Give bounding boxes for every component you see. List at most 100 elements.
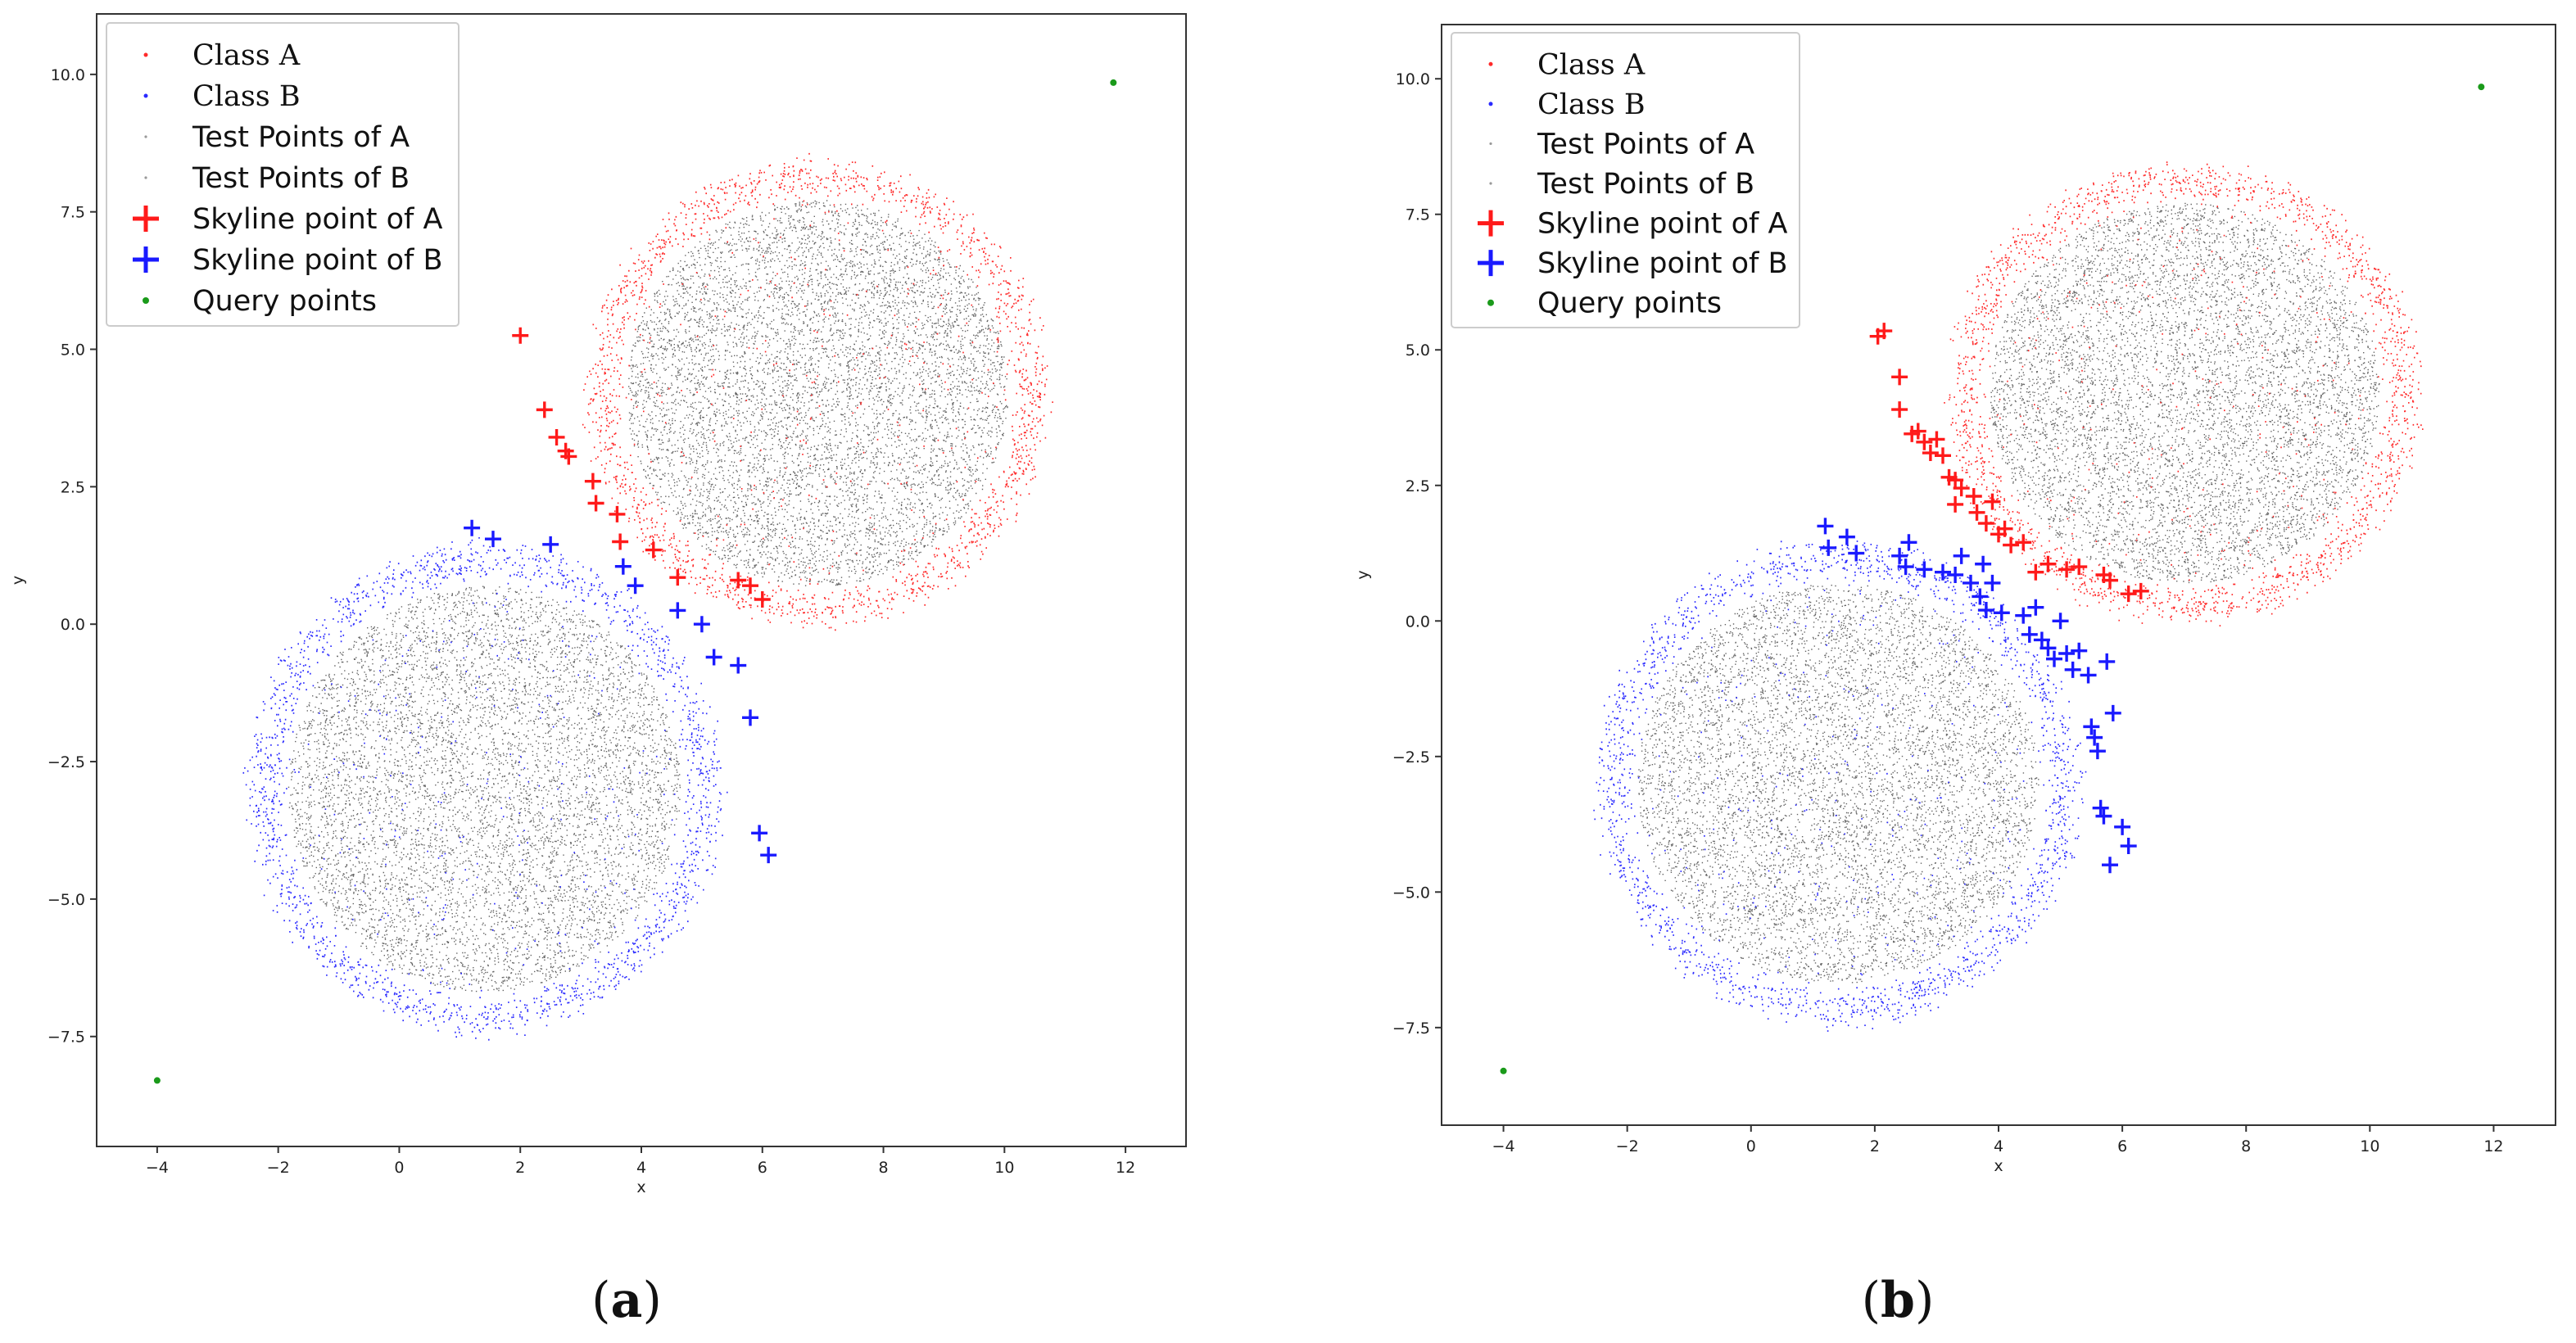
y-axis-label: y <box>9 576 27 585</box>
skyline-point-a <box>2120 586 2137 603</box>
skyline-point-b <box>1817 518 1834 535</box>
legend-marker-skyline-a <box>133 206 159 232</box>
skyline-point-b <box>1848 545 1865 562</box>
skyline-point-a <box>2132 582 2149 599</box>
skyline-point-b <box>2083 718 2100 735</box>
skyline-point-a <box>2102 572 2118 589</box>
skyline-point-b <box>693 616 710 633</box>
x-tick-label: −2 <box>267 1159 290 1177</box>
skyline-point-b <box>2102 857 2118 874</box>
x-tick-label: 10 <box>994 1159 1014 1177</box>
legend-label: Class A <box>1537 48 1646 81</box>
skyline-point-a <box>1891 369 1908 386</box>
legend-marker-skyline-a <box>1478 210 1504 237</box>
skyline-point-a <box>1996 520 2013 537</box>
skyline-point-a <box>584 473 601 490</box>
skyline-point-a <box>2040 555 2057 572</box>
legend-marker <box>1488 102 1493 106</box>
skyline-point-a <box>512 327 529 344</box>
skyline-point-b <box>2098 653 2116 670</box>
legend-marker <box>1488 61 1493 66</box>
scatter-points <box>242 152 1053 1041</box>
y-tick-label: 0.0 <box>1406 613 1430 631</box>
legend-label: Class B <box>192 80 301 113</box>
skyline-point-a <box>754 590 771 608</box>
skyline-point-b <box>484 531 501 548</box>
legend-label: Test Points of A <box>192 121 410 154</box>
skyline-point-b <box>669 602 686 619</box>
chart-panel-a: −4 −2 0 2 4 6 8 10 12 −7.5 −5.0 −2.5 0.0 2.5 5.0 7.5 10.… <box>9 13 1187 1329</box>
class-b-cluster <box>1593 540 2087 1032</box>
skyline-point-b <box>2015 607 2032 624</box>
skyline-point-b <box>2120 838 2137 855</box>
skyline-point-a <box>742 577 758 595</box>
class-b-points <box>1593 540 2087 1032</box>
skyline-point-b <box>2092 799 2109 816</box>
query-point <box>153 1077 161 1084</box>
legend-marker-skyline-b <box>133 246 159 273</box>
legend-label: Test Points of B <box>192 162 410 195</box>
skyline-point-b <box>1993 604 2010 622</box>
x-tick-label: 12 <box>2483 1137 2503 1155</box>
skyline-point-b <box>2114 818 2131 835</box>
skyline-point-a <box>730 572 747 589</box>
skyline-point-a <box>645 541 662 558</box>
skyline-point-b <box>1900 534 1917 551</box>
legend-marker <box>144 176 147 179</box>
y-tick-label: −5.0 <box>1392 884 1430 902</box>
skyline-point-b <box>2104 704 2121 721</box>
skyline-point-b <box>2040 640 2057 657</box>
skyline-point-a <box>1922 445 1939 462</box>
skyline-point-b <box>2089 743 2106 760</box>
x-tick-label: 12 <box>1116 1159 1135 1177</box>
y-tick-label: 0.0 <box>61 616 85 634</box>
class-a-cluster <box>1944 161 2424 626</box>
skyline-point-b <box>1963 574 1979 591</box>
legend-label: Skyline point of B <box>1537 247 1788 280</box>
class-a-cluster <box>582 152 1053 631</box>
skyline-point-b <box>742 709 758 726</box>
x-tick-label: −4 <box>1492 1137 1515 1155</box>
y-tick-label: 7.5 <box>1406 206 1430 224</box>
skyline-point-b <box>1838 528 1855 545</box>
x-tick-label: −2 <box>1616 1137 1639 1155</box>
skyline-point-a <box>1965 488 1982 504</box>
skyline-point-b <box>464 519 481 536</box>
skyline-point-b <box>751 825 768 842</box>
x-tick-label: 0 <box>1746 1137 1756 1155</box>
x-tick-label: 10 <box>2360 1137 2379 1155</box>
skyline-point-b <box>705 649 722 666</box>
legend-marker <box>144 135 147 138</box>
skyline-point-a <box>609 505 626 522</box>
panel-caption: (a) <box>591 1272 662 1329</box>
x-tick-label: 8 <box>2241 1137 2251 1155</box>
x-tick-label: 4 <box>636 1159 646 1177</box>
skyline-point-a <box>2003 536 2020 554</box>
x-tick-label: 2 <box>1870 1137 1880 1155</box>
legend-label: Skyline point of B <box>192 244 443 277</box>
legend-marker <box>143 93 148 98</box>
legend-marker <box>143 52 148 57</box>
x-tick-label: 6 <box>758 1159 767 1177</box>
skyline-point-b <box>2086 729 2103 746</box>
skyline-point-a <box>2071 558 2088 576</box>
x-tick-label: 8 <box>879 1159 889 1177</box>
scatter-points <box>1593 161 2424 1032</box>
skyline-point-a <box>1935 447 1951 464</box>
legend-label: Class A <box>192 39 301 72</box>
x-tick-label: 6 <box>2117 1137 2127 1155</box>
skyline-point-b <box>2080 667 2097 684</box>
skyline-point-a <box>1928 431 1945 448</box>
skyline-point-b <box>1977 602 1994 619</box>
skyline-point-b <box>542 536 559 553</box>
skyline-point-b <box>614 558 632 575</box>
legend-marker <box>1489 182 1492 185</box>
skyline-point-b <box>2046 650 2062 667</box>
skyline-point-a <box>1891 401 1908 418</box>
skyline-point-a <box>1876 323 1893 340</box>
skyline-point-b <box>2021 626 2038 643</box>
legend: Class A Class B Test Points of A Test Point… <box>106 22 460 327</box>
x-tick-label: 4 <box>1994 1137 2003 1155</box>
skyline-point-a <box>560 448 577 465</box>
skyline-point-b <box>1935 563 1951 581</box>
